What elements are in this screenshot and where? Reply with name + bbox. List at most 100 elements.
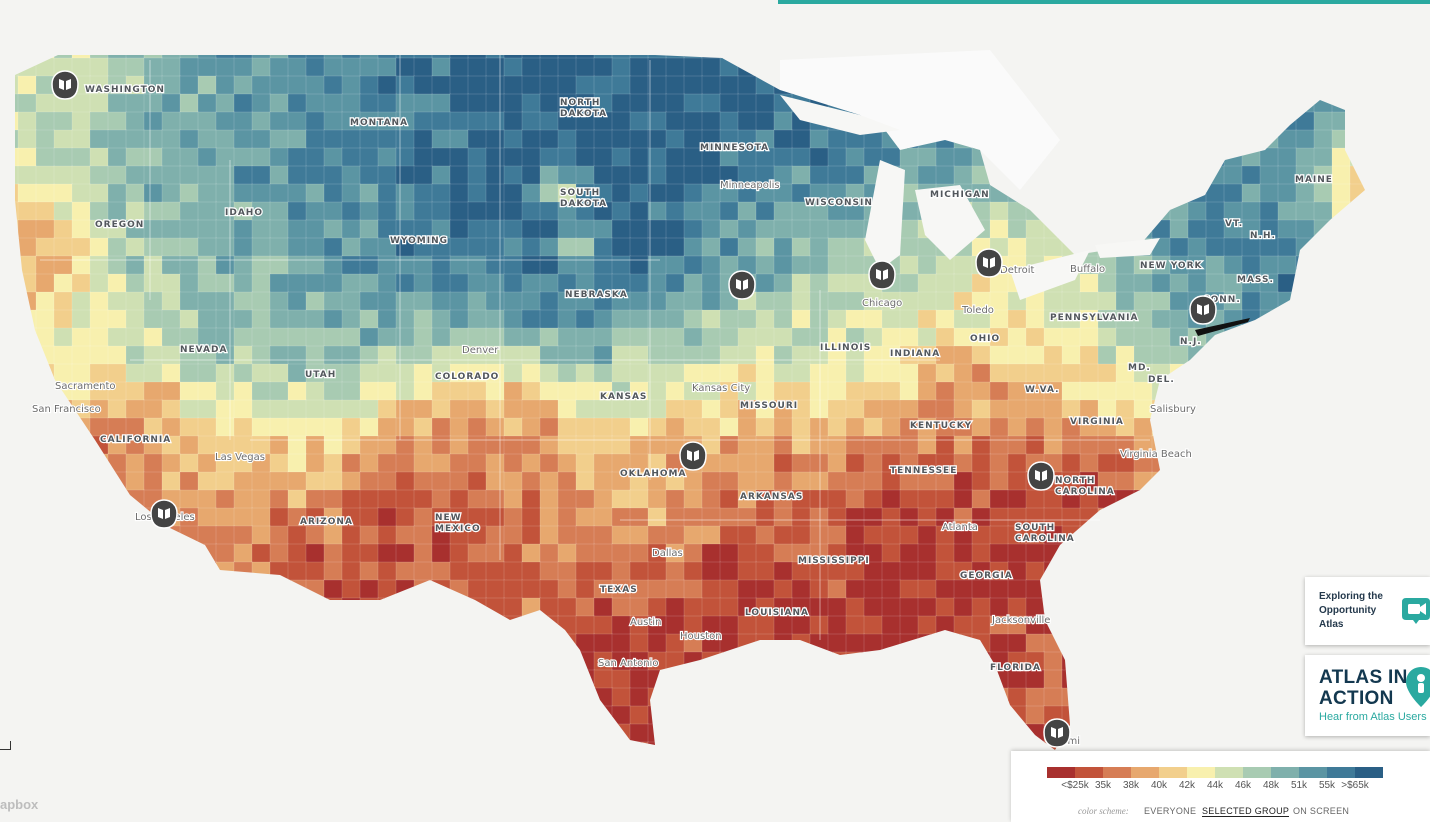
county-tile[interactable] xyxy=(269,435,289,455)
county-tile[interactable] xyxy=(359,363,379,383)
county-tile[interactable] xyxy=(287,399,307,419)
county-tile[interactable] xyxy=(917,435,937,455)
county-tile[interactable] xyxy=(467,309,487,329)
county-tile[interactable] xyxy=(719,111,739,131)
county-tile[interactable] xyxy=(1007,633,1027,653)
county-tile[interactable] xyxy=(539,399,559,419)
county-tile[interactable] xyxy=(1259,165,1279,185)
county-tile[interactable] xyxy=(575,237,595,257)
county-tile[interactable] xyxy=(521,453,541,473)
county-tile[interactable] xyxy=(341,327,361,347)
county-tile[interactable] xyxy=(539,93,559,113)
county-tile[interactable] xyxy=(863,597,883,617)
county-tile[interactable] xyxy=(71,111,91,131)
county-tile[interactable] xyxy=(1079,291,1099,311)
county-tile[interactable] xyxy=(485,147,505,167)
county-tile[interactable] xyxy=(377,255,397,275)
county-tile[interactable] xyxy=(323,129,343,149)
county-tile[interactable] xyxy=(161,363,181,383)
county-tile[interactable] xyxy=(1079,399,1099,419)
county-tile[interactable] xyxy=(953,363,973,383)
county-tile[interactable] xyxy=(341,309,361,329)
county-tile[interactable] xyxy=(233,345,253,365)
county-tile[interactable] xyxy=(107,165,127,185)
county-tile[interactable] xyxy=(161,309,181,329)
county-tile[interactable] xyxy=(503,93,523,113)
county-tile[interactable] xyxy=(1007,471,1027,491)
county-tile[interactable] xyxy=(1115,381,1135,401)
county-tile[interactable] xyxy=(377,75,397,95)
county-tile[interactable] xyxy=(377,273,397,293)
county-tile[interactable] xyxy=(791,291,811,311)
county-tile[interactable] xyxy=(701,273,721,293)
county-tile[interactable] xyxy=(773,237,793,257)
county-tile[interactable] xyxy=(305,93,325,113)
county-tile[interactable] xyxy=(269,147,289,167)
county-tile[interactable] xyxy=(503,201,523,221)
county-tile[interactable] xyxy=(341,273,361,293)
county-tile[interactable] xyxy=(701,507,721,527)
county-tile[interactable] xyxy=(269,201,289,221)
county-tile[interactable] xyxy=(611,255,631,275)
county-tile[interactable] xyxy=(701,255,721,275)
county-tile[interactable] xyxy=(845,633,865,653)
county-tile[interactable] xyxy=(827,381,847,401)
county-tile[interactable] xyxy=(773,309,793,329)
county-tile[interactable] xyxy=(395,345,415,365)
county-tile[interactable] xyxy=(827,255,847,275)
county-tile[interactable] xyxy=(485,165,505,185)
county-tile[interactable] xyxy=(1133,291,1153,311)
county-tile[interactable] xyxy=(431,75,451,95)
county-tile[interactable] xyxy=(665,507,685,527)
county-tile[interactable] xyxy=(89,309,109,329)
county-tile[interactable] xyxy=(503,309,523,329)
county-tile[interactable] xyxy=(647,435,667,455)
county-tile[interactable] xyxy=(1061,507,1081,527)
county-tile[interactable] xyxy=(629,435,649,455)
county-tile[interactable] xyxy=(899,219,919,239)
county-tile[interactable] xyxy=(233,543,253,563)
county-tile[interactable] xyxy=(143,417,163,437)
county-tile[interactable] xyxy=(341,525,361,545)
county-tile[interactable] xyxy=(755,363,775,383)
county-tile[interactable] xyxy=(269,381,289,401)
county-tile[interactable] xyxy=(179,381,199,401)
county-tile[interactable] xyxy=(719,471,739,491)
county-tile[interactable] xyxy=(1277,183,1297,203)
county-tile[interactable] xyxy=(1223,255,1243,275)
county-tile[interactable] xyxy=(35,309,55,329)
county-tile[interactable] xyxy=(521,237,541,257)
county-tile[interactable] xyxy=(125,453,145,473)
county-tile[interactable] xyxy=(899,327,919,347)
county-tile[interactable] xyxy=(1169,219,1189,239)
county-tile[interactable] xyxy=(377,183,397,203)
county-tile[interactable] xyxy=(287,561,307,581)
county-tile[interactable] xyxy=(215,255,235,275)
county-tile[interactable] xyxy=(791,309,811,329)
county-tile[interactable] xyxy=(179,75,199,95)
county-tile[interactable] xyxy=(593,57,613,77)
county-tile[interactable] xyxy=(287,219,307,239)
county-tile[interactable] xyxy=(215,417,235,437)
county-tile[interactable] xyxy=(791,327,811,347)
county-tile[interactable] xyxy=(215,543,235,563)
county-tile[interactable] xyxy=(737,579,757,599)
county-tile[interactable] xyxy=(647,291,667,311)
county-tile[interactable] xyxy=(611,597,631,617)
county-tile[interactable] xyxy=(305,417,325,437)
county-tile[interactable] xyxy=(809,507,829,527)
county-tile[interactable] xyxy=(593,525,613,545)
county-tile[interactable] xyxy=(557,453,577,473)
county-tile[interactable] xyxy=(521,255,541,275)
county-tile[interactable] xyxy=(971,579,991,599)
county-tile[interactable] xyxy=(305,453,325,473)
county-tile[interactable] xyxy=(359,489,379,509)
county-tile[interactable] xyxy=(215,291,235,311)
county-tile[interactable] xyxy=(611,201,631,221)
county-tile[interactable] xyxy=(593,597,613,617)
county-tile[interactable] xyxy=(557,579,577,599)
county-tile[interactable] xyxy=(935,147,955,167)
county-tile[interactable] xyxy=(305,345,325,365)
county-tile[interactable] xyxy=(467,381,487,401)
county-tile[interactable] xyxy=(683,273,703,293)
